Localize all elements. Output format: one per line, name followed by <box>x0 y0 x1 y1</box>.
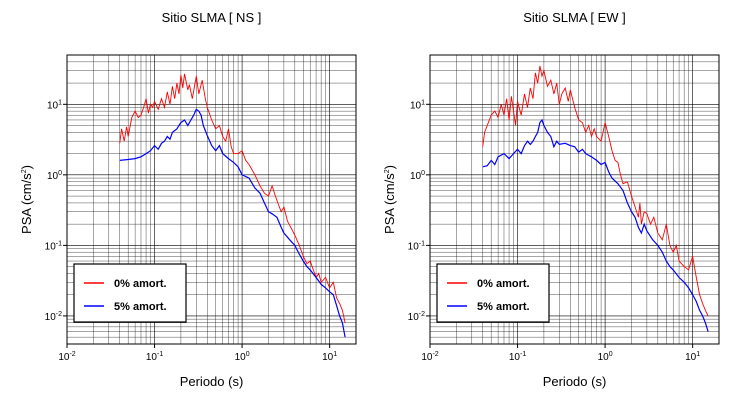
legend-box <box>436 263 550 323</box>
grid <box>66 54 357 345</box>
chart-panel-1: 10-2 10-1 100 101 10-2 10-1 100 101 Sitio SLMA [… <box>19 10 357 389</box>
chart-title: Sitio SLMA [ EW ] <box>523 10 626 25</box>
x-tick-label: 10-2 <box>421 351 438 363</box>
x-tick-label: 10-1 <box>146 351 163 363</box>
legend-box <box>73 263 187 323</box>
series-line-blue <box>119 108 346 338</box>
legend-label: 0% amort. <box>114 278 167 290</box>
x-axis-label: Periodo (s) <box>180 374 244 389</box>
y-tick-label: 101 <box>47 99 62 111</box>
plot-frame <box>66 54 357 345</box>
x-axis-label: Periodo (s) <box>543 374 607 389</box>
y-tick-label: 101 <box>410 99 425 111</box>
y-tick-label: 100 <box>410 170 425 182</box>
x-tick-label: 100 <box>598 351 613 363</box>
y-axis-label: PSA (cm/s2) <box>382 165 397 234</box>
legend: 0% amort. 5% amort. <box>73 263 187 323</box>
x-tick-label: 10-1 <box>509 351 526 363</box>
legend-label: 0% amort. <box>477 278 530 290</box>
legend-label: 5% amort. <box>114 301 167 313</box>
chart-title: Sitio SLMA [ NS ] <box>162 10 262 25</box>
x-tick-label: 101 <box>685 351 700 363</box>
series-line-red <box>119 73 346 323</box>
x-tick-label: 101 <box>322 351 337 363</box>
y-tick-label: 10-2 <box>45 311 62 323</box>
y-tick-label: 100 <box>47 170 62 182</box>
series-line-red <box>482 65 709 317</box>
y-tick-label: 10-2 <box>408 311 425 323</box>
plot-frame <box>429 54 720 345</box>
y-axis-label: PSA (cm/s2) <box>19 165 34 234</box>
legend-label: 5% amort. <box>477 301 530 313</box>
x-tick-label: 100 <box>235 351 250 363</box>
chart-panel-2: 10-2 10-1 100 101 10-2 10-1 100 101 Sitio SLMA [… <box>382 10 720 389</box>
y-tick-label: 10-1 <box>45 240 62 252</box>
legend: 0% amort. 5% amort. <box>436 263 550 323</box>
x-tick-label: 10-2 <box>58 351 75 363</box>
y-tick-label: 10-1 <box>408 240 425 252</box>
series-line-blue <box>482 118 709 332</box>
